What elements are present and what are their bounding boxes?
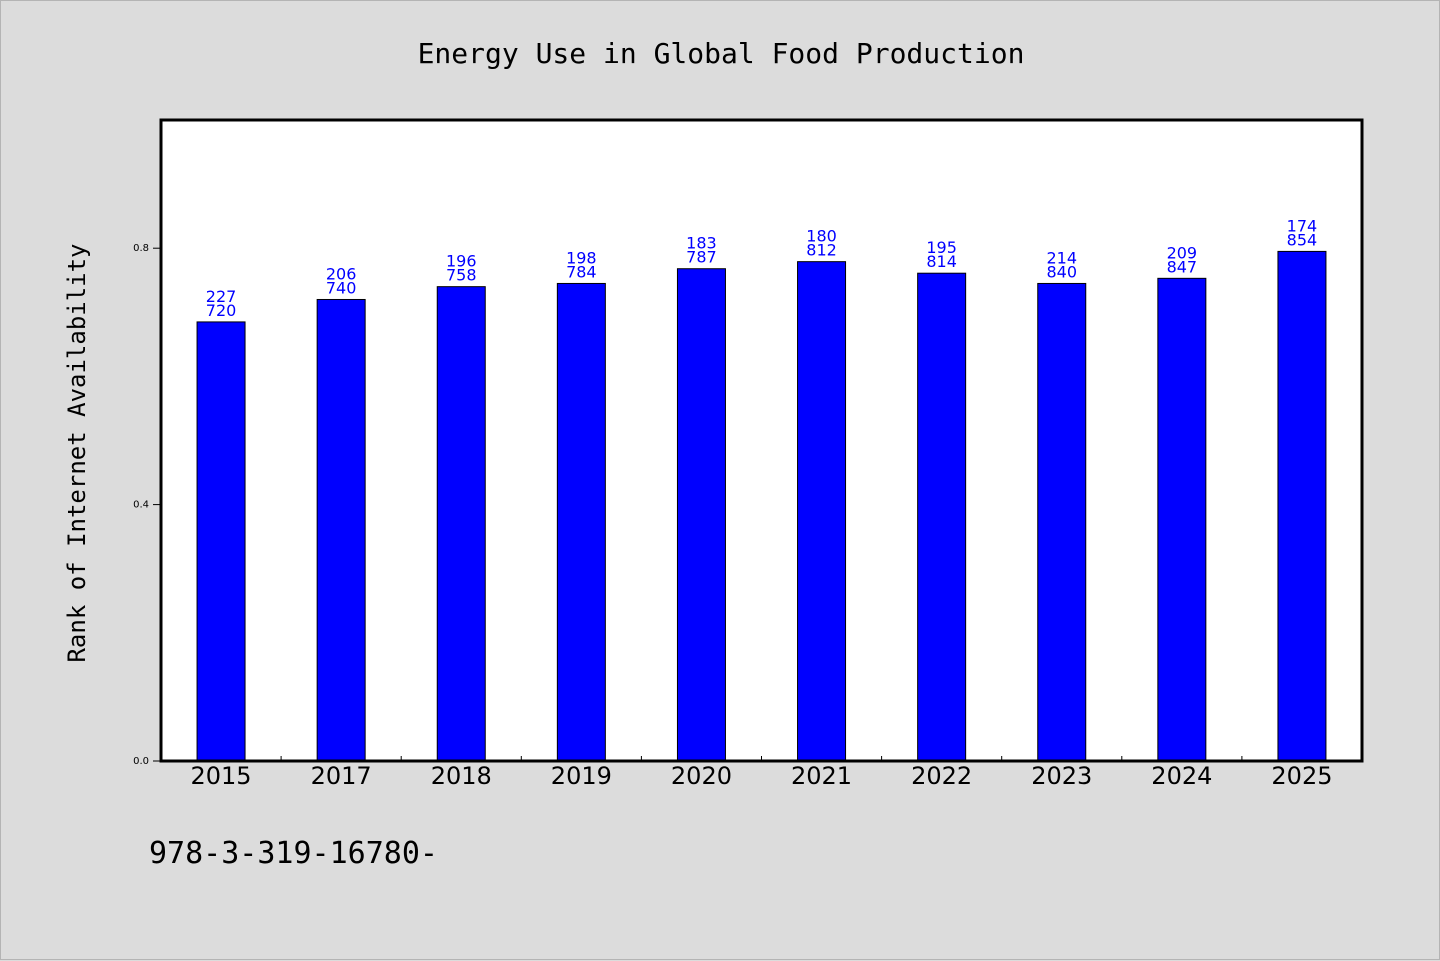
bar — [316, 298, 366, 762]
bar — [1157, 277, 1207, 762]
data-label-top: 206 — [326, 264, 357, 283]
y-axis: 0.0 0.4 0.8 — [133, 243, 161, 767]
x-tick-label: 2024 — [1151, 762, 1212, 790]
y-tick-label: 0.4 — [133, 500, 149, 511]
data-label-bottom: 840 — [1046, 262, 1077, 281]
x-tick-label: 2022 — [911, 762, 972, 790]
data-label-top: 196 — [446, 252, 477, 271]
x-tick-label: 2017 — [311, 762, 372, 790]
x-tick-label: 2025 — [1271, 762, 1332, 790]
data-label-bottom: 812 — [806, 241, 837, 260]
bar — [556, 282, 606, 762]
bar — [436, 286, 486, 762]
data-label-top: 183 — [686, 234, 717, 253]
data-label-bottom: 758 — [446, 266, 477, 285]
data-label-bottom: 720 — [206, 301, 237, 320]
data-label-bottom: 847 — [1167, 257, 1198, 276]
data-label-bottom: 787 — [686, 248, 717, 267]
data-label-top: 198 — [566, 248, 597, 267]
data-label-bottom: 740 — [326, 278, 357, 297]
x-tick-label: 2018 — [431, 762, 492, 790]
x-axis: 2015 2017 2018 2019 2020 2021 2022 2023 2024 2025 — [191, 756, 1332, 790]
bar — [676, 268, 726, 762]
data-label-top: 174 — [1287, 216, 1318, 235]
data-label-top: 180 — [806, 227, 837, 246]
chart-title: Energy Use in Global Food Production — [418, 37, 1025, 70]
bar — [1277, 250, 1327, 762]
bar — [917, 272, 967, 762]
x-tick-label: 2019 — [551, 762, 612, 790]
plot-frame — [159, 118, 1364, 763]
data-label-top: 209 — [1167, 243, 1198, 262]
x-tick-label: 2021 — [791, 762, 852, 790]
x-tick-label: 2023 — [1031, 762, 1092, 790]
bar — [196, 321, 246, 762]
y-tick-label: 0.8 — [133, 243, 149, 254]
x-tick-label: 2020 — [671, 762, 732, 790]
data-label-bottom: 784 — [566, 262, 597, 281]
data-label-bottom: 854 — [1287, 230, 1318, 249]
bar — [797, 261, 847, 762]
y-axis-label: Rank of Internet Availability — [63, 243, 91, 662]
y-tick-label: 0.0 — [133, 756, 149, 767]
data-label-top: 195 — [926, 238, 957, 257]
data-label-top: 214 — [1046, 248, 1077, 267]
bar — [1037, 282, 1087, 762]
isbn-footnote: 978-3-319-16780- — [149, 836, 438, 871]
data-label-bottom: 814 — [926, 252, 957, 271]
bars — [196, 250, 1327, 762]
x-tick-label: 2015 — [191, 762, 252, 790]
data-label-top: 227 — [206, 287, 237, 306]
